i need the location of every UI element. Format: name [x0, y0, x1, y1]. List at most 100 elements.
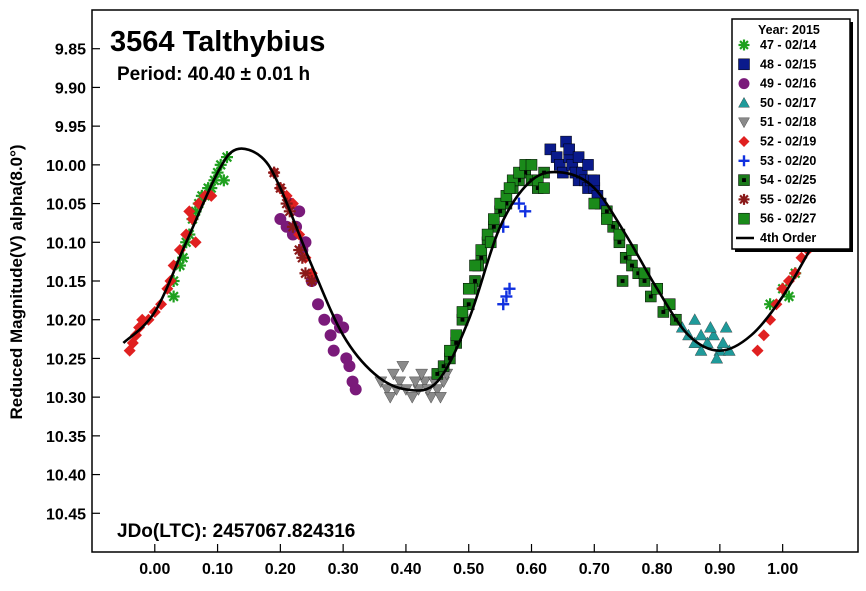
data-point — [694, 344, 708, 356]
y-tick-label: 10.30 — [46, 390, 86, 407]
legend-item: 52 - 02/19 — [738, 135, 816, 149]
data-point — [694, 328, 708, 341]
legend-item-label: 55 - 02/26 — [760, 192, 816, 206]
period-label: Period: 40.40 ± 0.01 h — [117, 64, 310, 85]
legend-item: 47 - 02/14 — [738, 38, 816, 52]
data-point — [393, 376, 406, 389]
data-point — [349, 383, 362, 396]
epoch-label: JDo(LTC): 2457067.824316 — [117, 521, 355, 542]
y-tick-label: 10.40 — [46, 468, 86, 485]
y-tick-label: 10.00 — [46, 158, 86, 175]
data-point — [716, 336, 730, 348]
y-axis-label: Reduced Magnitude(V) alpha(8.0°) — [7, 144, 26, 419]
data-point — [383, 392, 397, 404]
data-point — [484, 236, 497, 249]
data-point — [415, 368, 428, 381]
data-point — [434, 392, 447, 404]
data-point — [657, 306, 670, 318]
y-tick-label: 10.15 — [46, 274, 86, 291]
data-point — [512, 197, 525, 210]
data-point — [475, 244, 488, 256]
data-point — [601, 213, 613, 225]
legend-item-label: 54 - 02/25 — [760, 173, 816, 187]
data-point — [563, 143, 575, 156]
data-point — [645, 290, 657, 303]
data-point — [318, 313, 331, 326]
legend-title: Year: 2015 — [758, 23, 820, 37]
data-point — [751, 344, 764, 357]
data-point — [396, 361, 410, 373]
legend-item: 53 - 02/20 — [738, 154, 816, 168]
data-point — [387, 368, 400, 381]
legend-box — [731, 18, 851, 250]
data-point — [405, 392, 419, 404]
legend-item-fit: 4th Order — [736, 231, 816, 245]
axis-ticks: 0.00 0.10 0.20 0.30 0.40 0.50 0.60 0.70 0.80 0.90… — [46, 42, 798, 578]
data-point — [469, 259, 481, 272]
x-tick-label: 0.40 — [390, 561, 421, 578]
legend-items: 47 - 02/14 48 - 02/15 49 - 02/16 50 - 02/17… — [736, 38, 816, 245]
y-tick-label: 10.05 — [46, 197, 86, 214]
y-tick-label: 10.35 — [46, 429, 86, 446]
x-tick-label: 0.80 — [642, 561, 673, 578]
legend-item: 55 - 02/26 — [738, 192, 816, 206]
data-point — [616, 275, 629, 287]
data-point — [217, 174, 230, 187]
data-point — [500, 290, 513, 303]
data-point — [409, 376, 422, 389]
legend-item-label: 53 - 02/20 — [760, 154, 816, 168]
legend-shadow — [850, 22, 853, 252]
fit-curve — [122, 147, 816, 392]
data-point — [757, 329, 770, 342]
legend-item-label: 56 - 02/27 — [760, 212, 816, 226]
data-point — [588, 174, 601, 187]
x-tick-label: 0.90 — [704, 561, 735, 578]
data-point — [296, 251, 309, 264]
y-tick-label: 9.95 — [55, 119, 86, 136]
data-point — [538, 182, 550, 194]
x-tick-label: 1.00 — [767, 561, 798, 578]
legend-item: 50 - 02/17 — [738, 96, 816, 110]
data-point — [503, 282, 516, 295]
data-point — [293, 205, 306, 218]
data-point — [544, 143, 557, 156]
legend-item-label: 49 - 02/16 — [760, 77, 816, 91]
data-point — [312, 298, 325, 311]
fit-curve-layer — [122, 147, 816, 392]
legend-shadow-bottom — [735, 249, 853, 252]
legend: Year: 2015 47 - 02/14 48 - 02/15 49 - 02/1… — [731, 18, 853, 252]
data-point — [619, 252, 632, 264]
legend-item: 54 - 02/25 — [738, 173, 816, 187]
data-point — [519, 205, 532, 218]
data-point — [582, 159, 594, 171]
data-point — [327, 344, 340, 357]
y-tick-label: 9.85 — [55, 42, 86, 59]
legend-item: 56 - 02/27 — [738, 212, 816, 226]
data-point — [525, 159, 538, 171]
x-tick-label: 0.30 — [328, 561, 359, 578]
legend-item: 48 - 02/15 — [738, 57, 816, 71]
y-tick-label: 10.45 — [46, 506, 86, 523]
data-point — [588, 197, 601, 210]
legend-item-label: 47 - 02/14 — [760, 38, 816, 52]
data-point — [305, 275, 318, 287]
data-point — [704, 321, 717, 333]
data-point — [503, 182, 516, 194]
data-point — [380, 384, 394, 396]
data-point — [626, 259, 638, 272]
data-point — [719, 321, 733, 333]
data-point — [513, 166, 525, 179]
data-point — [167, 290, 180, 303]
x-tick-label: 0.50 — [453, 561, 484, 578]
y-tick-label: 9.90 — [55, 80, 86, 97]
data-point — [494, 197, 506, 210]
legend-item-label: 51 - 02/18 — [760, 115, 816, 129]
chart-title: 3564 Talthybius — [110, 26, 325, 58]
data-point — [707, 328, 720, 341]
data-point — [462, 282, 475, 295]
legend-item: 51 - 02/18 — [738, 115, 816, 129]
y-tick-label: 10.20 — [46, 313, 86, 330]
data-point — [688, 313, 702, 325]
data-point — [497, 298, 510, 311]
